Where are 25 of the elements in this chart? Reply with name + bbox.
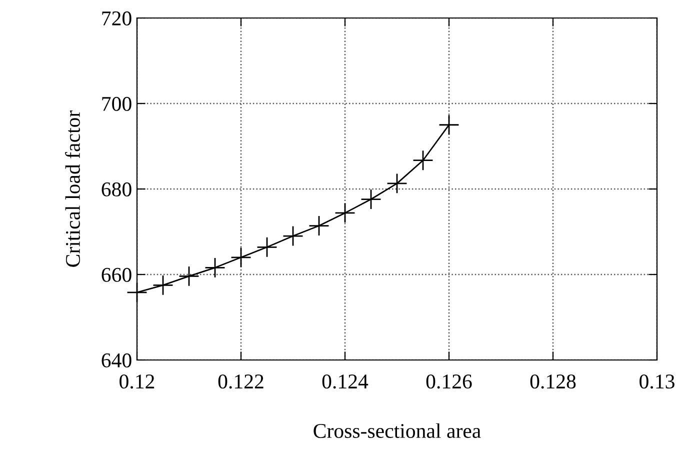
point [204,257,226,278]
y-tick-label: 720 [102,11,132,26]
y-tick-label: 660 [102,268,132,282]
point [256,236,278,258]
x-tick-label: 0.122 [218,374,264,389]
y-tick-label: 680 [102,182,132,196]
y-axis-title: Critical load factor [65,110,80,267]
x-tick-label: 0.126 [426,374,472,389]
point [282,226,304,246]
point [230,246,252,268]
x-tick-label: 0.128 [530,374,576,389]
x-axis-title: Cross-sectional area [314,423,481,438]
x-tick-label: 0.124 [322,374,368,389]
point [360,188,382,210]
y-tick-label: 700 [102,96,132,111]
point [152,274,174,296]
point [438,114,460,136]
x-tick-label: 0.12 [120,374,154,389]
point [386,173,408,194]
y-tick-label: 640 [102,353,132,368]
x-tick-label: 0.13 [640,374,674,389]
point [334,202,356,224]
point [412,150,434,171]
point [178,266,200,287]
point [308,215,330,236]
